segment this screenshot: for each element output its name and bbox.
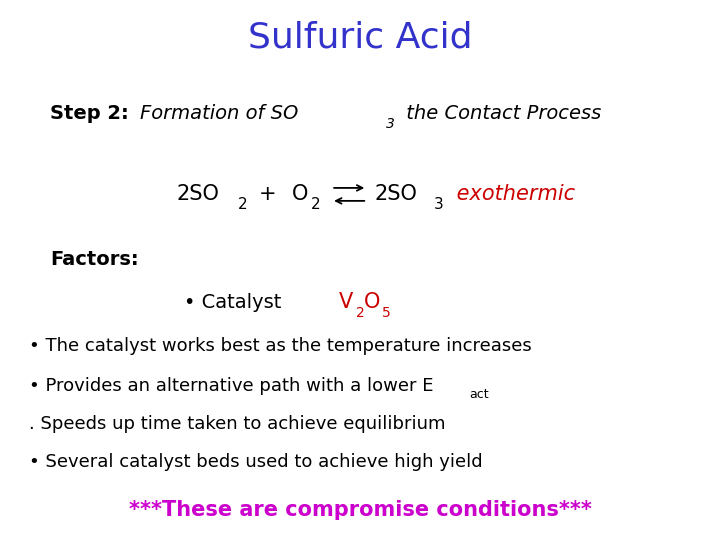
Text: 2SO: 2SO xyxy=(374,184,418,205)
Text: O: O xyxy=(292,184,308,205)
Text: 2: 2 xyxy=(311,197,320,212)
Text: 5: 5 xyxy=(382,306,391,320)
Text: +: + xyxy=(259,184,276,205)
Text: act: act xyxy=(469,388,489,401)
Text: 3: 3 xyxy=(386,117,395,131)
Text: 2SO: 2SO xyxy=(176,184,220,205)
Text: • Catalyst: • Catalyst xyxy=(184,293,281,312)
Text: V: V xyxy=(338,292,353,313)
Text: Sulfuric Acid: Sulfuric Acid xyxy=(248,21,472,55)
Text: the Contact Process: the Contact Process xyxy=(400,104,601,123)
Text: 3: 3 xyxy=(434,197,444,212)
Text: • The catalyst works best as the temperature increases: • The catalyst works best as the tempera… xyxy=(29,336,531,355)
Text: 2: 2 xyxy=(356,306,364,320)
Text: O: O xyxy=(364,292,381,313)
Text: 2: 2 xyxy=(238,197,247,212)
Text: Formation of SO: Formation of SO xyxy=(140,104,299,123)
Text: • Provides an alternative path with a lower E: • Provides an alternative path with a lo… xyxy=(29,377,433,395)
Text: Step 2:: Step 2: xyxy=(50,104,129,123)
Text: . Speeds up time taken to achieve equilibrium: . Speeds up time taken to achieve equili… xyxy=(29,415,445,433)
Text: Factors:: Factors: xyxy=(50,249,139,269)
Text: • Several catalyst beds used to achieve high yield: • Several catalyst beds used to achieve … xyxy=(29,453,482,471)
Text: ***These are compromise conditions***: ***These are compromise conditions*** xyxy=(129,500,591,521)
Text: exothermic: exothermic xyxy=(450,184,575,205)
